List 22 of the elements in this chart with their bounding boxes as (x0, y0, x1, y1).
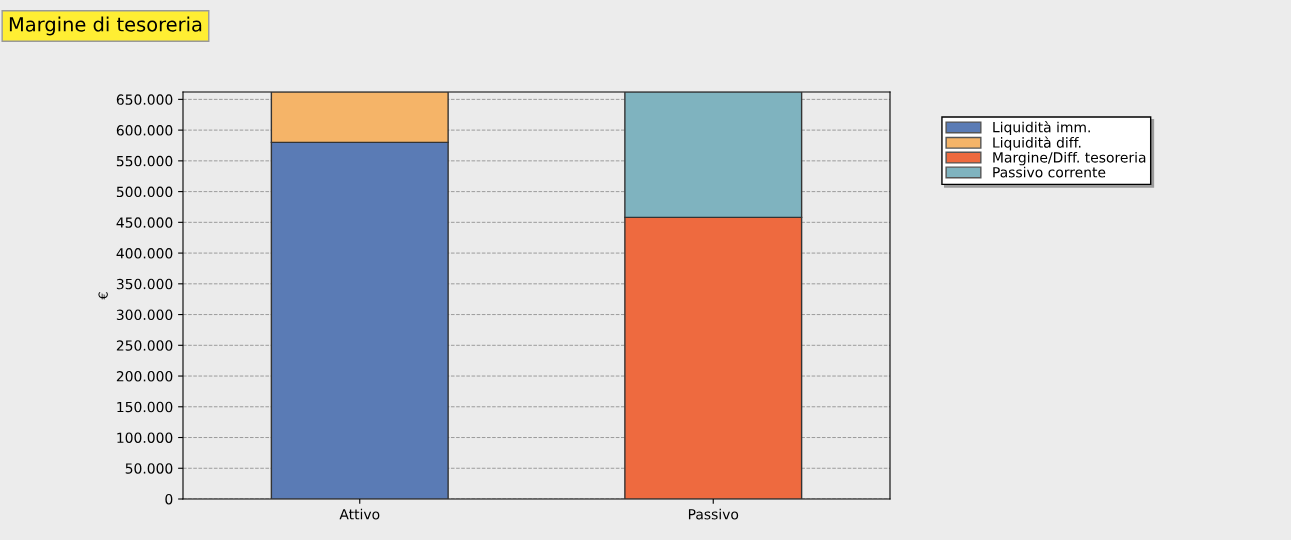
x-tick-label: Attivo (339, 508, 380, 520)
y-tick-label: 100.000 (117, 432, 173, 443)
y-tick-label: 400.000 (116, 248, 173, 259)
y-tick-label: 650.000 (116, 94, 173, 105)
y-tick-label: 450.000 (116, 217, 173, 228)
legend-label: Liquidità imm. (993, 121, 1090, 136)
x-tick-label: Passivo (688, 508, 739, 520)
y-tick-label: 350.000 (116, 278, 173, 290)
y-tick-label: 250.000 (116, 340, 173, 351)
y-tick-label: 500.000 (116, 186, 173, 198)
chart-title: Margine di tesoreria (9, 16, 202, 36)
y-tick-label: 200.000 (116, 371, 173, 382)
y-tick-label: 600.000 (116, 125, 173, 136)
legend-label: Liquidità diff. (993, 136, 1081, 151)
legend-label: Passivo corrente (993, 166, 1106, 178)
y-tick-label: 300.000 (116, 309, 173, 321)
legend-label: Margine/Diff. tesoreria (993, 151, 1146, 166)
y-tick-label: 150.000 (117, 401, 173, 413)
y-tick-label: 0 (165, 493, 173, 505)
y-tick-label: 550.000 (116, 155, 173, 167)
y-axis-title: € (98, 292, 108, 300)
y-tick-label: 50.000 (125, 463, 173, 474)
